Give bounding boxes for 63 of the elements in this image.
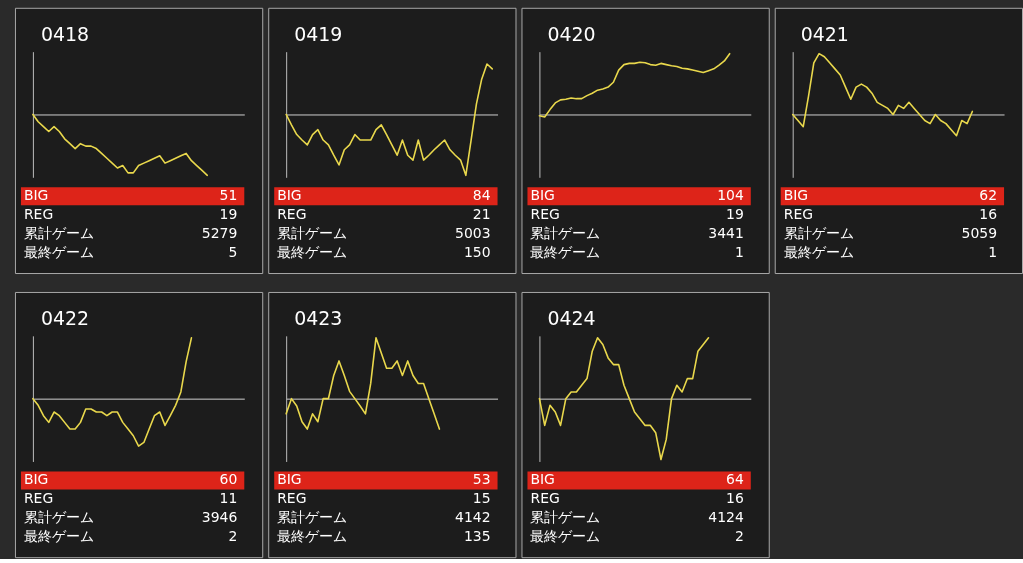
text: BIG	[23, 471, 49, 488]
text: 51	[219, 187, 238, 204]
text: 2	[228, 528, 238, 545]
text: 62	[979, 187, 998, 204]
text: 累計ゲーム	[277, 509, 348, 526]
text: 3946	[201, 509, 238, 526]
chart-title: 0422	[40, 306, 90, 329]
text: BIG	[530, 471, 555, 488]
text: 3441	[708, 225, 744, 242]
text: 16	[979, 206, 998, 223]
text: 1	[988, 244, 998, 261]
text: REG	[530, 206, 560, 223]
chart-title: 0420	[547, 22, 596, 45]
text: 最終ゲーム	[530, 528, 601, 545]
text: 1	[734, 244, 744, 261]
text: 最終ゲーム	[277, 528, 348, 545]
text: REG	[23, 490, 54, 507]
text: 4142	[455, 509, 491, 526]
chart-title: 0419	[294, 22, 343, 45]
text: 最終ゲーム	[23, 244, 94, 261]
text: 64	[726, 471, 744, 488]
text: 最終ゲーム	[530, 244, 601, 261]
text: REG	[277, 490, 307, 507]
text: 15	[472, 490, 491, 507]
text: 135	[463, 528, 491, 545]
text: 5	[228, 244, 238, 261]
text: 2	[734, 528, 744, 545]
text: REG	[530, 490, 560, 507]
text: BIG	[23, 187, 49, 204]
text: 19	[219, 206, 238, 223]
chart-title: 0418	[40, 22, 90, 45]
text: 53	[472, 471, 491, 488]
text: 150	[463, 244, 491, 261]
text: 累計ゲーム	[23, 225, 94, 242]
text: 19	[726, 206, 744, 223]
text: 累計ゲーム	[23, 509, 94, 526]
text: BIG	[530, 187, 555, 204]
text: 累計ゲーム	[277, 225, 348, 242]
text: 104	[717, 187, 744, 204]
text: 16	[726, 490, 744, 507]
text: 11	[219, 490, 238, 507]
text: 4124	[708, 509, 744, 526]
text: 5059	[961, 225, 998, 242]
text: BIG	[277, 187, 302, 204]
text: 5279	[201, 225, 238, 242]
text: 5003	[455, 225, 491, 242]
text: 84	[472, 187, 491, 204]
text: 60	[219, 471, 238, 488]
chart-title: 0421	[800, 22, 849, 45]
text: 21	[472, 206, 491, 223]
text: 累計ゲーム	[783, 225, 854, 242]
chart-title: 0423	[294, 306, 343, 329]
text: 最終ゲーム	[23, 528, 94, 545]
text: REG	[277, 206, 307, 223]
text: 最終ゲーム	[783, 244, 854, 261]
text: REG	[23, 206, 54, 223]
chart-title: 0424	[547, 306, 596, 329]
text: 累計ゲーム	[530, 509, 601, 526]
text: 累計ゲーム	[530, 225, 601, 242]
text: BIG	[277, 471, 302, 488]
text: BIG	[783, 187, 809, 204]
text: 最終ゲーム	[277, 244, 348, 261]
text: REG	[783, 206, 813, 223]
